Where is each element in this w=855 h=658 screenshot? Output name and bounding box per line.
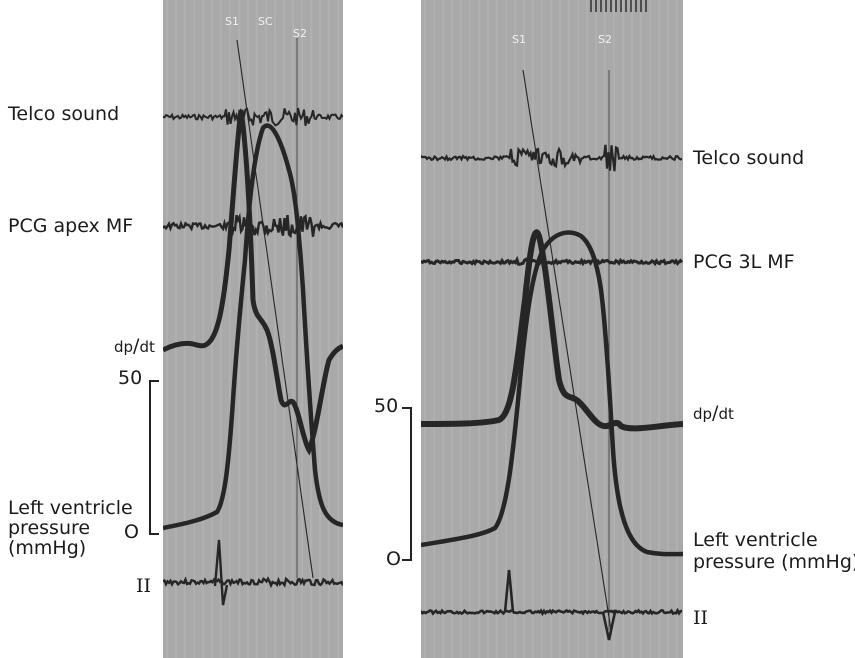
right-s1-timing-line [522,69,612,631]
right-scale-bar [410,407,412,561]
left-traces [163,0,343,658]
right-ecg-trace [421,569,683,641]
left-lv-label-line3: (mmHg) [8,537,87,559]
left-s1-timing-line [236,39,314,579]
left-telco-sound-trace [163,107,343,127]
right-s2-marker: S2 [598,33,612,46]
right-lv-label-line1: Left ventricle [693,529,818,551]
left-sc-marker: SC [258,15,273,28]
right-dpdt-trace [421,229,683,432]
right-pcg-label: PCG 3L MF [693,251,795,273]
right-ecg-lead-label: II [693,607,709,629]
right-scale-tick-top [402,407,412,409]
left-lv-label-line1: Left ventricle [8,497,133,519]
left-s1-marker: S1 [225,15,239,28]
left-ecg-trace [163,539,343,606]
left-pcg-label: PCG apex MF [8,215,134,237]
right-lv-pressure-trace [421,230,683,557]
left-lv-pressure-trace [163,123,343,531]
right-pcg-trace [421,255,683,267]
left-dpdt-label: dp/dt [114,335,155,357]
left-dpdt-trace [163,109,343,456]
left-pcg-trace [163,212,343,239]
left-scale-tick-top [149,380,159,382]
right-telco-sound-label: Telco sound [693,147,805,169]
left-dpdt-denominator: dt [139,338,155,356]
left-scale-top-label: 50 [118,367,143,389]
right-recording-panel: S1 S2 [421,0,683,658]
left-dpdt-numerator: dp [114,338,134,356]
left-ecg-lead-label: II [136,575,152,597]
left-scale-bar [149,380,151,535]
right-scale-top-label: 50 [374,395,399,417]
right-traces [421,0,683,658]
right-dpdt-label: dp/dt [693,402,734,424]
left-recording-panel: S1 SC S2 [163,0,343,658]
right-s1-marker: S1 [512,33,526,46]
right-scale-zero-label: O [386,548,401,570]
left-scale-zero-label: O [124,521,139,543]
left-telco-sound-label: Telco sound [8,103,120,125]
right-telco-sound-trace [421,144,683,172]
right-scale-tick-bottom [402,559,412,561]
left-s2-marker: S2 [293,27,307,40]
left-lv-label-line2: pressure [8,517,91,539]
right-dpdt-numerator: dp [693,405,713,423]
right-lv-label-line2: pressure (mmHg) [693,551,855,573]
left-scale-tick-bottom [149,533,159,535]
right-dpdt-denominator: dt [718,405,734,423]
